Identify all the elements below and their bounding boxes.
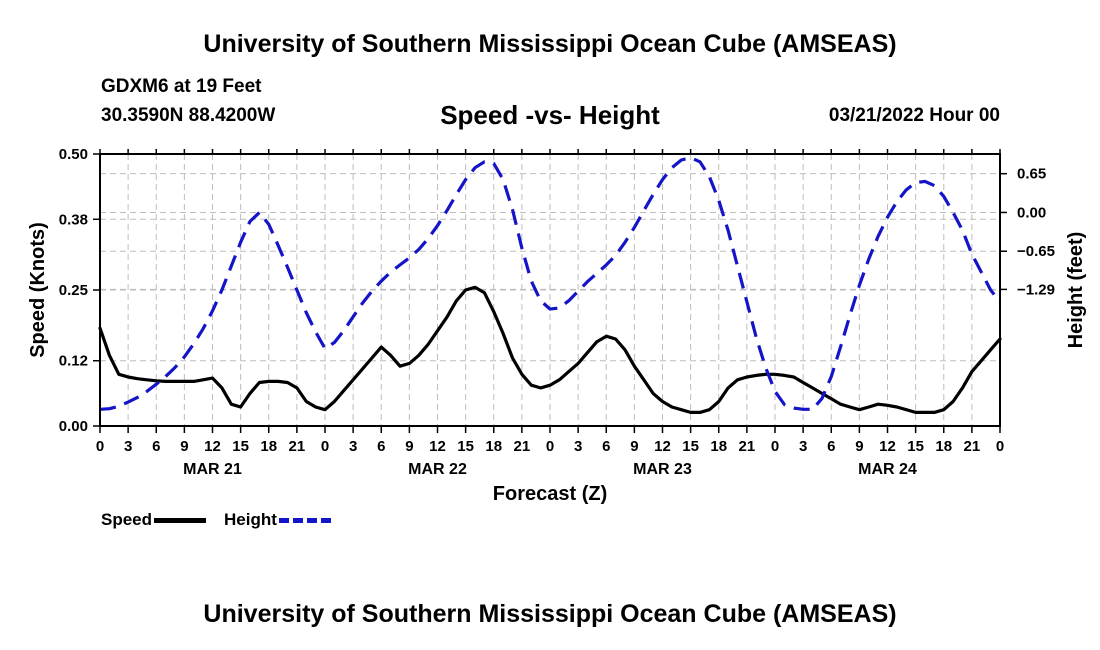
x-tick-label: 0 bbox=[321, 438, 329, 455]
x-tick-label: 3 bbox=[124, 438, 132, 455]
y-tick-label: 0.25 bbox=[59, 282, 88, 299]
station-label: GDXM6 at 19 Feet bbox=[101, 76, 262, 97]
x-axis-title: Forecast (Z) bbox=[493, 483, 607, 505]
y2-tick-label: −1.29 bbox=[1017, 281, 1055, 298]
forecast-datetime: 03/21/2022 Hour 00 bbox=[828, 105, 1000, 126]
speed-series-line bbox=[98, 285, 1002, 414]
x-tick-label: 6 bbox=[377, 438, 385, 455]
x-tick-label: 3 bbox=[349, 438, 357, 455]
x-tick-label: 18 bbox=[710, 438, 727, 455]
y2-axis-title: Height (feet) bbox=[1065, 232, 1087, 349]
chart-subtitle: Speed -vs- Height bbox=[440, 100, 660, 130]
x-tick-label: 6 bbox=[827, 438, 835, 455]
legend-height-label: Height bbox=[224, 510, 277, 529]
x-tick-label: 9 bbox=[630, 438, 638, 455]
x-tick-label: 9 bbox=[180, 438, 188, 455]
y-tick-label: 0.12 bbox=[59, 353, 88, 370]
y-axis-title: Speed (Knots) bbox=[27, 222, 49, 358]
x-tick-label: 12 bbox=[654, 438, 671, 455]
x-tick-label: 15 bbox=[682, 438, 699, 455]
chart-title: University of Southern Mississippi Ocean… bbox=[203, 30, 897, 58]
x-tick-label: 15 bbox=[457, 438, 474, 455]
x-tick-label: 12 bbox=[204, 438, 221, 455]
footer-title: University of Southern Mississippi Ocean… bbox=[203, 600, 897, 628]
y2-tick-label: 0.65 bbox=[1017, 166, 1046, 183]
x-tick-label: 21 bbox=[964, 438, 981, 455]
x-tick-label: 0 bbox=[96, 438, 104, 455]
x-tick-label: 9 bbox=[855, 438, 863, 455]
legend-height-swatch bbox=[278, 517, 331, 523]
x-tick-label: 6 bbox=[602, 438, 610, 455]
series-layer bbox=[98, 156, 1002, 414]
x-tick-label: 0 bbox=[771, 438, 779, 455]
x-tick-label: 12 bbox=[879, 438, 896, 455]
x-tick-label: 18 bbox=[260, 438, 277, 455]
y-tick-label: 0.00 bbox=[59, 418, 88, 435]
x-tick-label: 15 bbox=[907, 438, 924, 455]
day-label: MAR 22 bbox=[408, 461, 467, 478]
x-tick-label: 0 bbox=[996, 438, 1004, 455]
x-tick-label: 21 bbox=[289, 438, 306, 455]
x-tick-label: 18 bbox=[485, 438, 502, 455]
legend: Speed Height bbox=[101, 510, 349, 530]
y2-tick-label: −0.65 bbox=[1017, 243, 1055, 260]
x-tick-label: 3 bbox=[574, 438, 582, 455]
x-tick-label: 21 bbox=[514, 438, 531, 455]
grid-lines bbox=[100, 154, 1000, 426]
day-label: MAR 24 bbox=[858, 461, 917, 478]
x-tick-label: 6 bbox=[152, 438, 160, 455]
coordinates-label: 30.3590N 88.4200W bbox=[101, 105, 276, 126]
legend-speed-label: Speed bbox=[101, 510, 153, 529]
x-tick-label: 21 bbox=[739, 438, 756, 455]
day-label: MAR 23 bbox=[633, 461, 692, 478]
y-tick-label: 0.38 bbox=[59, 211, 88, 228]
x-tick-label: 0 bbox=[546, 438, 554, 455]
x-tick-label: 18 bbox=[935, 438, 952, 455]
x-tick-label: 15 bbox=[232, 438, 249, 455]
x-tick-label: 9 bbox=[405, 438, 413, 455]
legend-item-speed: Speed bbox=[101, 510, 207, 530]
y-tick-label: 0.50 bbox=[59, 146, 88, 163]
x-tick-label: 12 bbox=[429, 438, 446, 455]
legend-speed-swatch bbox=[154, 517, 207, 523]
y2-tick-label: 0.00 bbox=[1017, 204, 1046, 221]
x-tick-label: 3 bbox=[799, 438, 807, 455]
day-label: MAR 21 bbox=[183, 461, 242, 478]
axes: 0 3 6 9 12 15 18 21 0 3 6 9 12 15 18 21 0 3 6 9 12 15 18 21 0 3 6 9… bbox=[59, 146, 1055, 478]
legend-item-height: Height bbox=[224, 510, 331, 530]
height-series-line bbox=[99, 156, 1002, 411]
